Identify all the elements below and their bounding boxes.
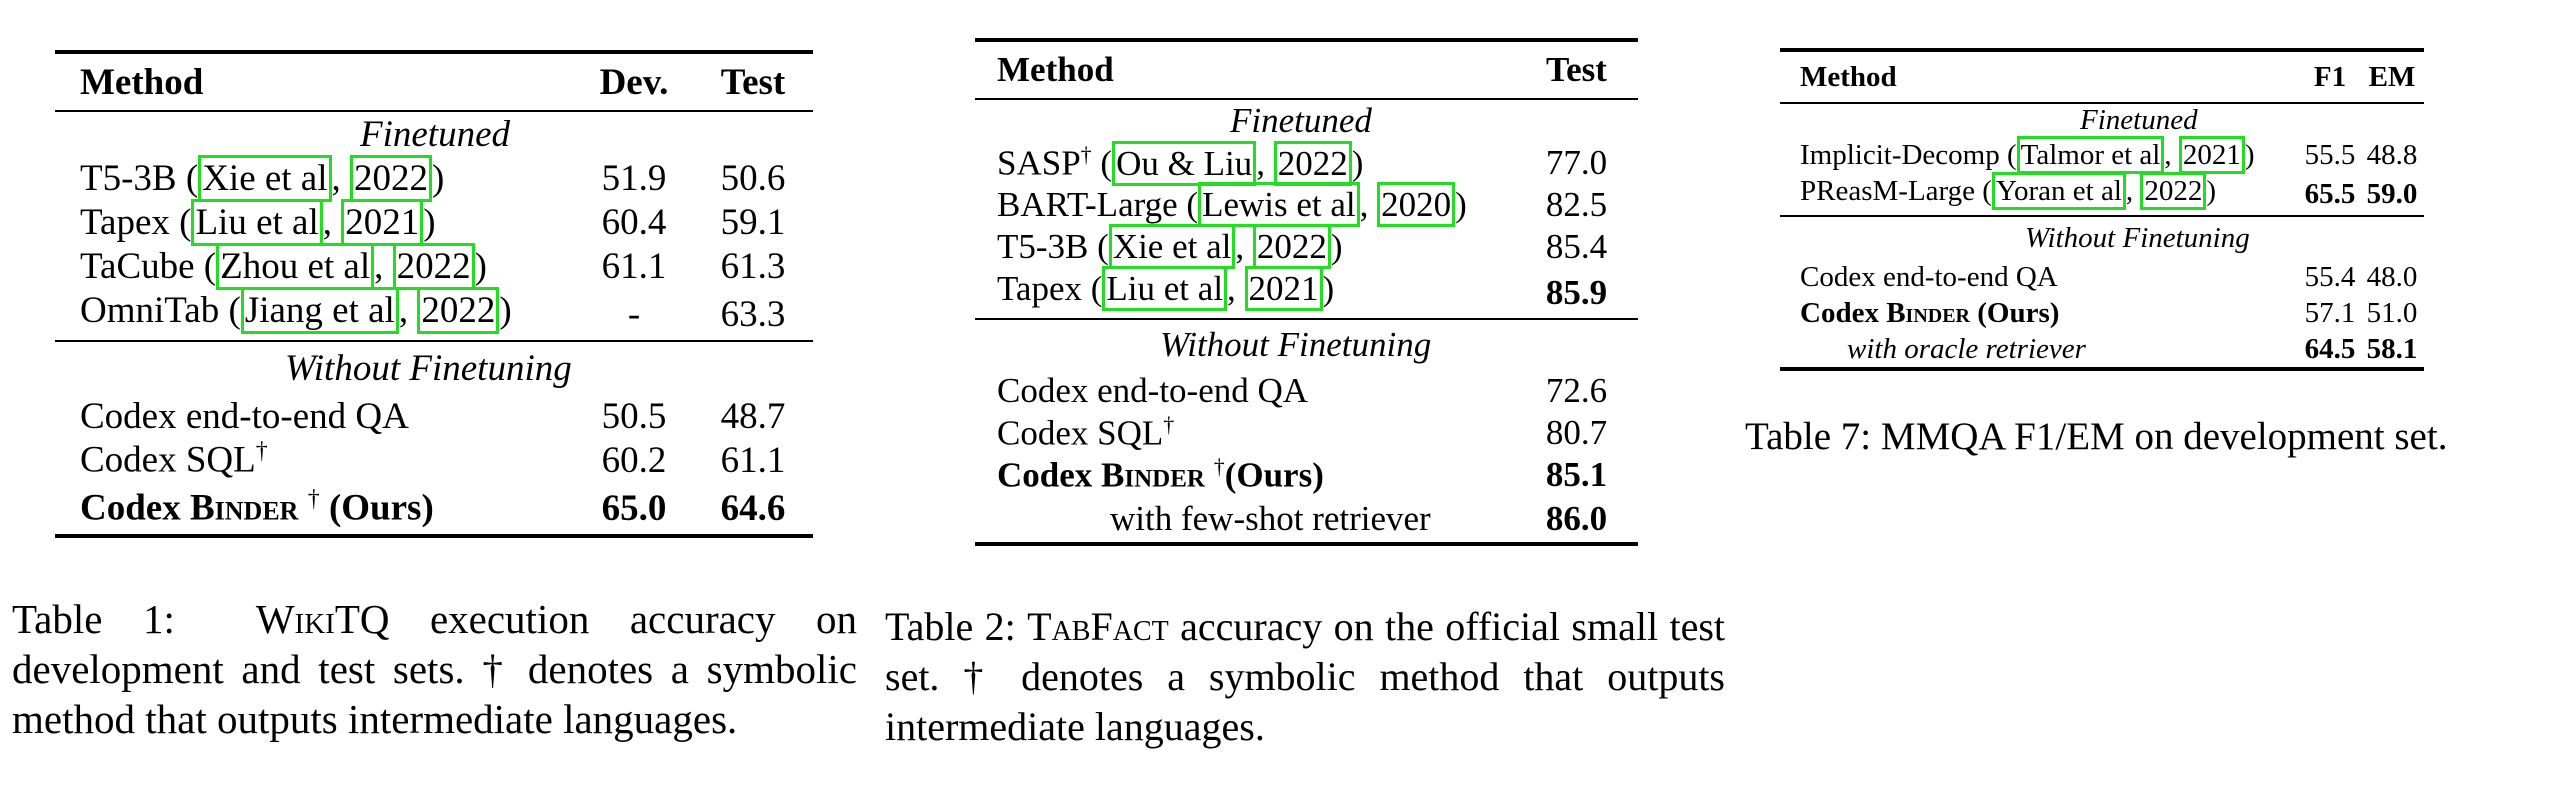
- citation-link[interactable]: 2021: [2178, 135, 2245, 174]
- table-header-row: Method F1 EM: [1780, 50, 2424, 103]
- table-row: Codex end-to-end QA 50.5 48.7: [80, 395, 786, 437]
- table-row: with few-shot retriever 86.0: [975, 496, 1638, 544]
- citation-link[interactable]: 2022: [350, 154, 433, 202]
- section-label: Without Finetuning: [285, 347, 572, 389]
- section-label: Finetuned: [1230, 101, 1372, 140]
- column-header: EM: [2368, 60, 2416, 93]
- table-7-caption: Table 7: MMQA F1/EM on development set.: [1745, 415, 2448, 458]
- table-row: Codex Binder (Ours) 57.1 51.0: [1800, 296, 2418, 329]
- citation-link[interactable]: 2021: [341, 198, 424, 246]
- citation-link[interactable]: 2022: [2140, 171, 2207, 210]
- citation-link[interactable]: Liu et al: [191, 198, 323, 246]
- column-header: Method: [997, 50, 1114, 89]
- table-row: T5-3B (Xie et al, 2022) 85.4: [975, 224, 1638, 269]
- table-row: Codex SQL† 80.7: [997, 412, 1608, 453]
- citation-link[interactable]: Jiang et al: [240, 286, 399, 334]
- column-header: Method: [1800, 60, 1897, 93]
- citation-link[interactable]: Liu et al: [1102, 266, 1228, 311]
- table-row: TaCube (Zhou et al, 2022) 61.1 61.3: [55, 242, 813, 290]
- section-label: Finetuned: [360, 113, 511, 155]
- table-row: Implicit-Decomp (Talmor et al, 2021) 55.…: [1780, 135, 2424, 174]
- citation-link[interactable]: 2021: [1244, 266, 1323, 311]
- column-header: F1: [2313, 60, 2347, 93]
- column-header: Test: [720, 61, 786, 103]
- citation-link[interactable]: 2022: [1252, 224, 1331, 269]
- citation-link[interactable]: Yoran et al: [1991, 171, 2126, 210]
- citation-link[interactable]: Xie et al: [1108, 224, 1236, 269]
- section-label: Finetuned: [2080, 104, 2198, 136]
- citation-link[interactable]: 2022: [392, 242, 475, 290]
- table-1-caption: Table 1: WikiTQ execution accuracy on de…: [12, 596, 857, 742]
- table-row: T5-3B (Xie et al, 2022) 51.9 50.6: [55, 154, 813, 202]
- table-header-row: Method Dev. Test: [55, 52, 813, 111]
- citation-link[interactable]: Zhou et al: [216, 242, 375, 290]
- table-row: Tapex (Liu et al, 2021) 85.9: [975, 266, 1638, 319]
- column-header: Method: [80, 61, 204, 103]
- citation-link[interactable]: 2020: [1377, 182, 1456, 227]
- section-label: Without Finetuning: [2025, 221, 2250, 254]
- table-header-row: Method Test: [975, 40, 1638, 99]
- table-7: Method F1 EM Finetuned Implicit-Decomp (…: [1780, 48, 2424, 371]
- column-header: Dev.: [599, 61, 669, 103]
- table-row: Codex Binder †(Ours) 85.1: [997, 454, 1608, 495]
- citation-link[interactable]: 2022: [417, 286, 500, 334]
- table-row: SASP† (Ou & Liu, 2022) 77.0: [975, 140, 1638, 186]
- table-2: Method Test Finetuned SASP† (Ou & Liu, 2…: [975, 38, 1638, 546]
- table-2-caption: Table 2: TabFact accuracy on the officia…: [885, 604, 1725, 749]
- table-row: OmniTab (Jiang et al, 2022) - 63.3: [55, 286, 813, 341]
- citation-link[interactable]: 2022: [1273, 140, 1352, 186]
- table-row: BART-Large (Lewis et al, 2020) 82.5: [975, 182, 1638, 227]
- table-row: Tapex (Liu et al, 2021) 60.4 59.1: [55, 198, 813, 246]
- table-row: PReasM-Large (Yoran et al, 2022) 65.5 59…: [1780, 171, 2424, 216]
- citation-link[interactable]: Xie et al: [198, 154, 332, 202]
- section-label: Without Finetuning: [1160, 325, 1432, 364]
- citation-link[interactable]: Ou & Liu: [1112, 140, 1257, 186]
- table-1: Method Dev. Test Finetuned T5-3B (Xie et…: [55, 50, 813, 538]
- citation-link[interactable]: Talmor et al: [2016, 135, 2165, 174]
- table-row: with oracle retriever 64.5 58.1: [1780, 331, 2424, 369]
- citation-link[interactable]: Lewis et al: [1198, 182, 1360, 227]
- table-row: Codex SQL† 60.2 61.1: [80, 438, 786, 481]
- table-row: Codex end-to-end QA 72.6: [997, 371, 1608, 410]
- table-row: Codex end-to-end QA 55.4 48.0: [1800, 260, 2418, 293]
- column-header: Test: [1546, 50, 1607, 89]
- table-row: Codex Binder † (Ours) 65.0 64.6: [55, 482, 813, 536]
